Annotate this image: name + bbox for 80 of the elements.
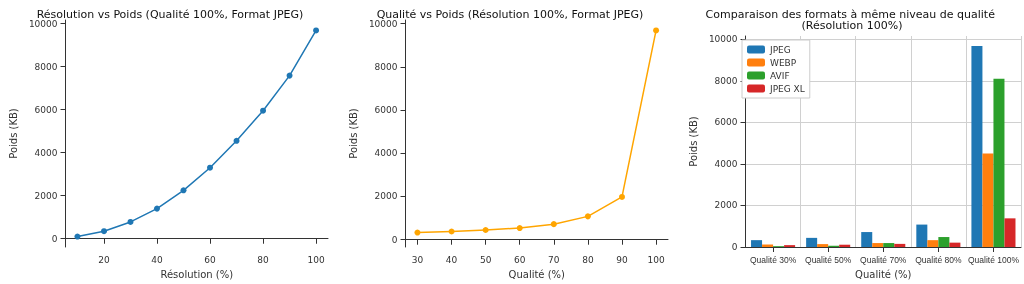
x-tick-label: 50 [479,254,492,265]
chart-title: Comparaison des formats à même niveau de qualité (Résolution 100%) [705,8,999,32]
y-axis-title: Poids (KB) [347,108,359,159]
point [482,226,489,233]
y-tick-label: 4000 [34,147,58,158]
bar [817,244,829,247]
x-tick-label: 40 [151,254,163,265]
bar [806,237,818,247]
bar [894,243,906,247]
y-tick-label: 0 [51,233,58,244]
point [313,27,320,34]
chart-title: Résolution vs Poids (Qualité 100%, Format JPEG) [36,8,304,21]
point [584,213,591,220]
bar [872,243,884,247]
bar [751,240,763,247]
point [260,107,267,114]
point [74,233,81,240]
x-tick-label: 100 [307,254,325,265]
x-tick-label: 100 [647,254,665,265]
x-tick-label: 90 [616,254,628,265]
bar [861,232,873,247]
y-tick-label: 6000 [714,117,738,128]
bar [927,240,939,247]
y-axis-title: Poids (KB) [687,116,699,167]
y-axis-title: Poids (KB) [7,108,19,159]
y-tick-label: 2000 [34,190,58,201]
x-tick-label: 80 [582,254,594,265]
x-axis-title: Qualité (%) [855,268,912,280]
y-tick-label: 6000 [34,104,58,115]
y-tick-label: 10000 [28,18,58,29]
x-tick-label: 80 [257,254,270,265]
x-tick-label: Qualité 50% [805,254,852,265]
point [207,164,214,171]
y-tick-label: 0 [731,242,738,252]
x-tick-label: 60 [204,254,217,265]
y-tick-label: 8000 [374,61,398,72]
x-tick-label: 30 [411,254,424,265]
x-axis-title: Qualité (%) [508,268,566,280]
y-tick-label: 4000 [374,148,398,159]
bar [883,243,895,247]
point [414,229,421,236]
point [100,228,107,235]
y-tick-label: 8000 [34,61,58,72]
bar [971,46,983,247]
bar [949,242,961,247]
legend-label: AVIF [770,70,790,81]
point [516,225,523,232]
y-tick-label: 2000 [714,200,738,211]
y-tick-label: 2000 [374,191,398,202]
bar [916,224,928,247]
point [653,27,660,34]
y-tick-label: 6000 [374,105,398,115]
x-tick-label: Qualité 80% [915,254,962,265]
y-tick-label: 10000 [708,34,738,45]
x-tick-label: Qualité 70% [860,254,907,265]
legend-label: WEBP [770,57,797,68]
bar [938,237,950,247]
point [127,218,134,225]
point [618,193,625,200]
legend-label: JPEG [769,44,791,55]
point [448,228,455,235]
point [550,221,557,228]
point [180,187,187,194]
x-tick-label: 20 [98,254,110,265]
x-tick-label: 40 [445,254,458,265]
y-tick-label: 0 [391,234,398,245]
point [233,137,240,144]
x-tick-label: Qualité 100% [967,254,1020,265]
x-tick-label: 60 [514,254,526,265]
point [286,72,293,79]
x-axis-title: Résolution (%) [160,268,234,280]
bar [993,78,1005,247]
y-tick-label: 4000 [714,158,738,169]
point [154,205,160,212]
x-tick-label: 70 [548,254,560,265]
legend-label: JPEG XL [769,83,805,94]
x-tick-label: Qualité 30% [749,254,797,265]
bar [982,153,994,247]
bar [1004,218,1016,247]
y-tick-label: 8000 [714,75,738,86]
